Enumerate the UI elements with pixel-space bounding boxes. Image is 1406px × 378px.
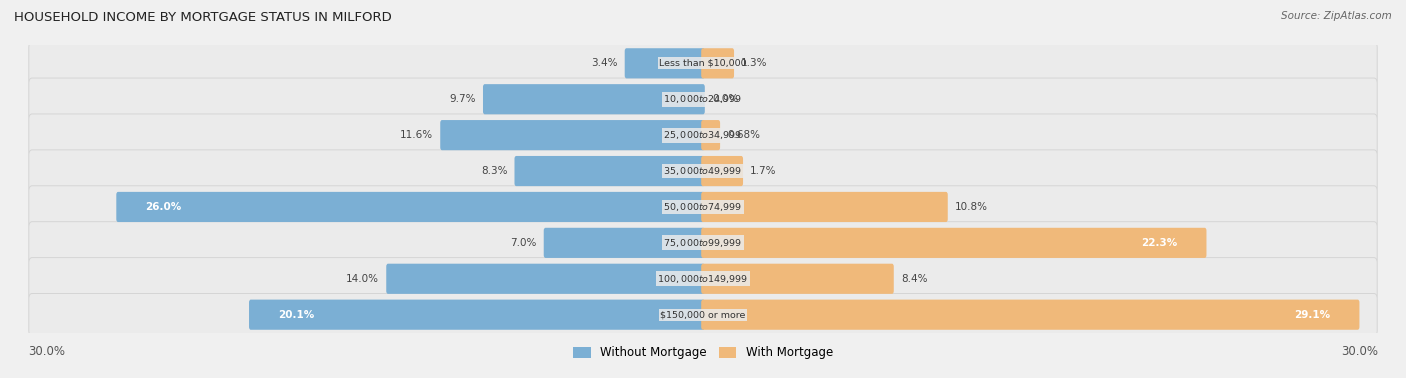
Text: 11.6%: 11.6% — [399, 130, 433, 140]
FancyBboxPatch shape — [702, 192, 948, 222]
FancyBboxPatch shape — [28, 257, 1378, 300]
FancyBboxPatch shape — [702, 264, 894, 294]
FancyBboxPatch shape — [702, 228, 1206, 258]
FancyBboxPatch shape — [702, 156, 742, 186]
Text: 30.0%: 30.0% — [1341, 345, 1378, 358]
FancyBboxPatch shape — [28, 222, 1378, 264]
Text: 20.1%: 20.1% — [278, 310, 314, 320]
Text: $150,000 or more: $150,000 or more — [661, 310, 745, 319]
Text: 9.7%: 9.7% — [450, 94, 475, 104]
FancyBboxPatch shape — [28, 293, 1378, 336]
Text: $10,000 to $24,999: $10,000 to $24,999 — [664, 93, 742, 105]
Legend: Without Mortgage, With Mortgage: Without Mortgage, With Mortgage — [568, 342, 838, 364]
FancyBboxPatch shape — [624, 48, 704, 78]
FancyBboxPatch shape — [440, 120, 704, 150]
Text: 22.3%: 22.3% — [1142, 238, 1178, 248]
Text: 10.8%: 10.8% — [955, 202, 988, 212]
FancyBboxPatch shape — [484, 84, 704, 114]
Text: 30.0%: 30.0% — [28, 345, 65, 358]
Text: 1.3%: 1.3% — [741, 58, 768, 68]
Text: 26.0%: 26.0% — [145, 202, 181, 212]
FancyBboxPatch shape — [117, 192, 704, 222]
FancyBboxPatch shape — [387, 264, 704, 294]
Text: Source: ZipAtlas.com: Source: ZipAtlas.com — [1281, 11, 1392, 21]
FancyBboxPatch shape — [702, 48, 734, 78]
FancyBboxPatch shape — [544, 228, 704, 258]
FancyBboxPatch shape — [515, 156, 704, 186]
Text: $50,000 to $74,999: $50,000 to $74,999 — [664, 201, 742, 213]
Text: 14.0%: 14.0% — [346, 274, 380, 284]
FancyBboxPatch shape — [28, 42, 1378, 85]
FancyBboxPatch shape — [28, 186, 1378, 228]
Text: 0.68%: 0.68% — [727, 130, 761, 140]
Text: $75,000 to $99,999: $75,000 to $99,999 — [664, 237, 742, 249]
FancyBboxPatch shape — [28, 78, 1378, 121]
FancyBboxPatch shape — [702, 300, 1360, 330]
Text: $35,000 to $49,999: $35,000 to $49,999 — [664, 165, 742, 177]
Text: $25,000 to $34,999: $25,000 to $34,999 — [664, 129, 742, 141]
Text: 3.4%: 3.4% — [591, 58, 617, 68]
FancyBboxPatch shape — [249, 300, 704, 330]
Text: 7.0%: 7.0% — [510, 238, 537, 248]
Text: Less than $10,000: Less than $10,000 — [659, 59, 747, 68]
Text: 8.3%: 8.3% — [481, 166, 508, 176]
Text: 1.7%: 1.7% — [751, 166, 776, 176]
Text: $100,000 to $149,999: $100,000 to $149,999 — [658, 273, 748, 285]
FancyBboxPatch shape — [702, 120, 720, 150]
Text: 8.4%: 8.4% — [901, 274, 928, 284]
Text: HOUSEHOLD INCOME BY MORTGAGE STATUS IN MILFORD: HOUSEHOLD INCOME BY MORTGAGE STATUS IN M… — [14, 11, 392, 24]
FancyBboxPatch shape — [28, 114, 1378, 156]
FancyBboxPatch shape — [28, 150, 1378, 192]
Text: 0.0%: 0.0% — [711, 94, 738, 104]
Text: 29.1%: 29.1% — [1295, 310, 1330, 320]
